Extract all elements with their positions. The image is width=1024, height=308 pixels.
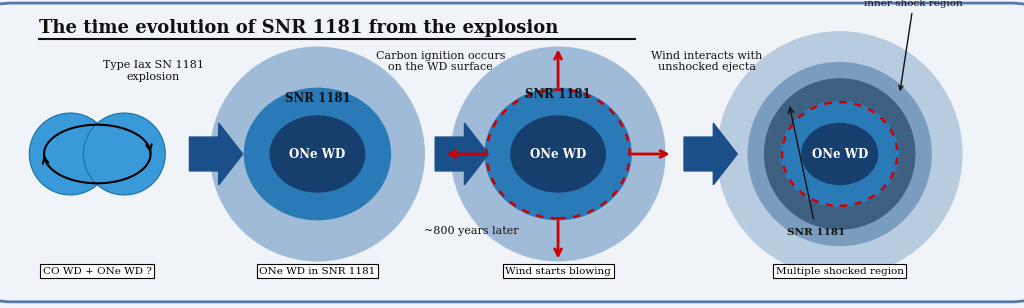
Ellipse shape (210, 47, 425, 261)
Text: SNR 1181: SNR 1181 (525, 88, 591, 101)
Text: Wind starts blowing: Wind starts blowing (505, 266, 611, 276)
Ellipse shape (801, 123, 879, 185)
Text: ~800 years later: ~800 years later (424, 226, 518, 236)
Text: Carbon ignition occurs
on the WD surface: Carbon ignition occurs on the WD surface (376, 51, 505, 72)
Polygon shape (684, 123, 737, 185)
Ellipse shape (717, 31, 963, 277)
Polygon shape (435, 123, 488, 185)
Text: Type Iax SN 1181
explosion: Type Iax SN 1181 explosion (103, 60, 204, 82)
Text: ONe WD: ONe WD (290, 148, 345, 160)
Ellipse shape (83, 113, 165, 195)
Ellipse shape (780, 100, 899, 208)
Text: Wind interacts with
unshocked ejecta: Wind interacts with unshocked ejecta (651, 51, 762, 72)
Ellipse shape (30, 113, 112, 195)
Ellipse shape (764, 78, 915, 230)
Text: SNR 1181: SNR 1181 (787, 228, 845, 237)
Text: ONe WD: ONe WD (530, 148, 586, 160)
Ellipse shape (244, 88, 391, 220)
Ellipse shape (510, 115, 606, 193)
Ellipse shape (269, 115, 366, 193)
Text: ONe WD: ONe WD (812, 148, 867, 160)
Text: The time evolution of SNR 1181 from the explosion: The time evolution of SNR 1181 from the … (39, 19, 558, 37)
Ellipse shape (484, 88, 632, 220)
Text: inner shock region: inner shock region (864, 0, 963, 90)
Text: SNR 1181: SNR 1181 (285, 91, 350, 105)
Ellipse shape (451, 47, 666, 261)
Polygon shape (189, 123, 243, 185)
FancyBboxPatch shape (0, 3, 1024, 302)
Text: Multiple shocked region: Multiple shocked region (776, 266, 903, 276)
Ellipse shape (748, 62, 932, 246)
Text: ONe WD in SNR 1181: ONe WD in SNR 1181 (259, 266, 376, 276)
Text: CO WD + ONe WD ?: CO WD + ONe WD ? (43, 266, 152, 276)
